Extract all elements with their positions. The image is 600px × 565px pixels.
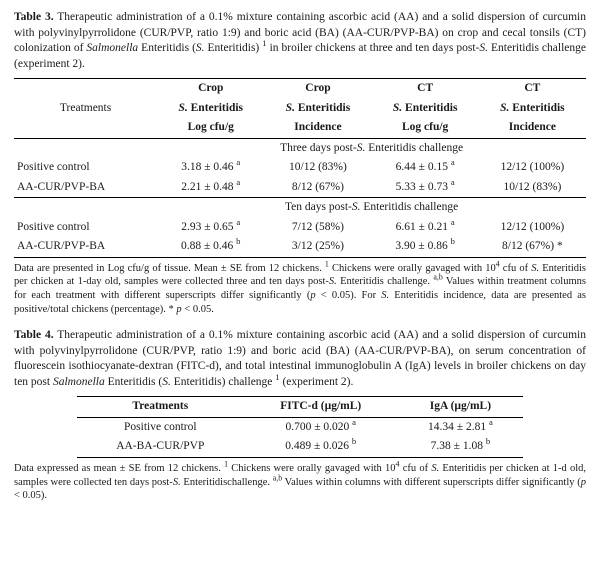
t3-r3-treatment: Positive control [14,218,157,238]
table4-footnote: Data expressed as mean ± SE from 12 chic… [14,462,586,503]
t3-r2-c2: 8/12 (67%) [264,178,371,198]
table3-caption-label: Table 3. [14,11,54,23]
t3-section1: Three days post-S. Enteritidis challenge [157,138,586,158]
t3-r3-c4: 12/12 (100%) [479,218,586,238]
t3-r2-treatment: AA-CUR/PVP-BA [14,178,157,198]
t3-head-treatments: Treatments [14,79,157,139]
t3-h-c4b: S. Enteritidis [500,102,565,114]
t4-r2-c1: 0.489 ± 0.026 b [244,437,398,457]
t3-h-c2b: S. Enteritidis [286,102,351,114]
table4: Treatments FITC-d (µg/mL) IgA (µg/mL) Po… [77,396,523,458]
t3-h-c1b: S. Enteritidis [178,102,243,114]
t3-r2-c3: 5.33 ± 0.73 a [372,178,479,198]
t3-r1-c3: 6.44 ± 0.15 a [372,158,479,178]
t3-h-c2a: Crop [305,82,330,94]
t4-r2-c2: 7.38 ± 1.08 b [398,437,523,457]
t3-r2-c4: 10/12 (83%) [479,178,586,198]
t3-r3-c3: 6.61 ± 0.21 a [372,218,479,238]
t3-r4-treatment: AA-CUR/PVP-BA [14,237,157,257]
table3-caption: Table 3. Therapeutic administration of a… [14,10,586,72]
table3-footnote: Data are presented in Log cfu/g of tissu… [14,262,586,317]
t4-r1-c2: 14.34 ± 2.81 a [398,417,523,437]
t3-r4-c3: 3.90 ± 0.86 b [372,237,479,257]
t3-r3-c1: 2.93 ± 0.65 a [157,218,264,238]
t3-h-c2c: Incidence [294,121,341,133]
t3-h-c3a: CT [417,82,433,94]
t3-r1-c4: 12/12 (100%) [479,158,586,178]
t4-h-c0: Treatments [132,400,188,412]
t4-h-c1: FITC-d (µg/mL) [280,400,361,412]
t3-r1-treatment: Positive control [14,158,157,178]
t4-r1-c1: 0.700 ± 0.020 a [244,417,398,437]
page-content: Table 3. Therapeutic administration of a… [0,0,600,517]
table4-caption: Table 4. Therapeutic administration of a… [14,328,586,390]
t3-h-c4c: Incidence [509,121,556,133]
table4-caption-label: Table 4. [14,329,54,341]
table3: Treatments Crop Crop CT CT S. Enteritidi… [14,78,586,258]
t3-r4-c1: 0.88 ± 0.46 b [157,237,264,257]
t4-r2-t: AA-BA-CUR/PVP [77,437,244,457]
t3-h-c3b: S. Enteritidis [393,102,458,114]
t3-r3-c2: 7/12 (58%) [264,218,371,238]
t3-r1-c1: 3.18 ± 0.46 a [157,158,264,178]
t3-section2: Ten days post-S. Enteritidis challenge [157,198,586,218]
table3-caption-text: Therapeutic administration of a 0.1% mix… [14,11,586,70]
table4-caption-text: Therapeutic administration of a 0.1% mix… [14,329,586,388]
t3-r4-c4: 8/12 (67%) * [479,237,586,257]
t4-h-c2: IgA (µg/mL) [430,400,491,412]
t3-h-c1c: Log cfu/g [188,121,234,133]
t4-r1-t: Positive control [77,417,244,437]
t3-r4-c2: 3/12 (25%) [264,237,371,257]
t3-h-c4a: CT [524,82,540,94]
t3-r2-c1: 2.21 ± 0.48 a [157,178,264,198]
t3-h-c1a: Crop [198,82,223,94]
t3-h-c3c: Log cfu/g [402,121,448,133]
t3-r1-c2: 10/12 (83%) [264,158,371,178]
